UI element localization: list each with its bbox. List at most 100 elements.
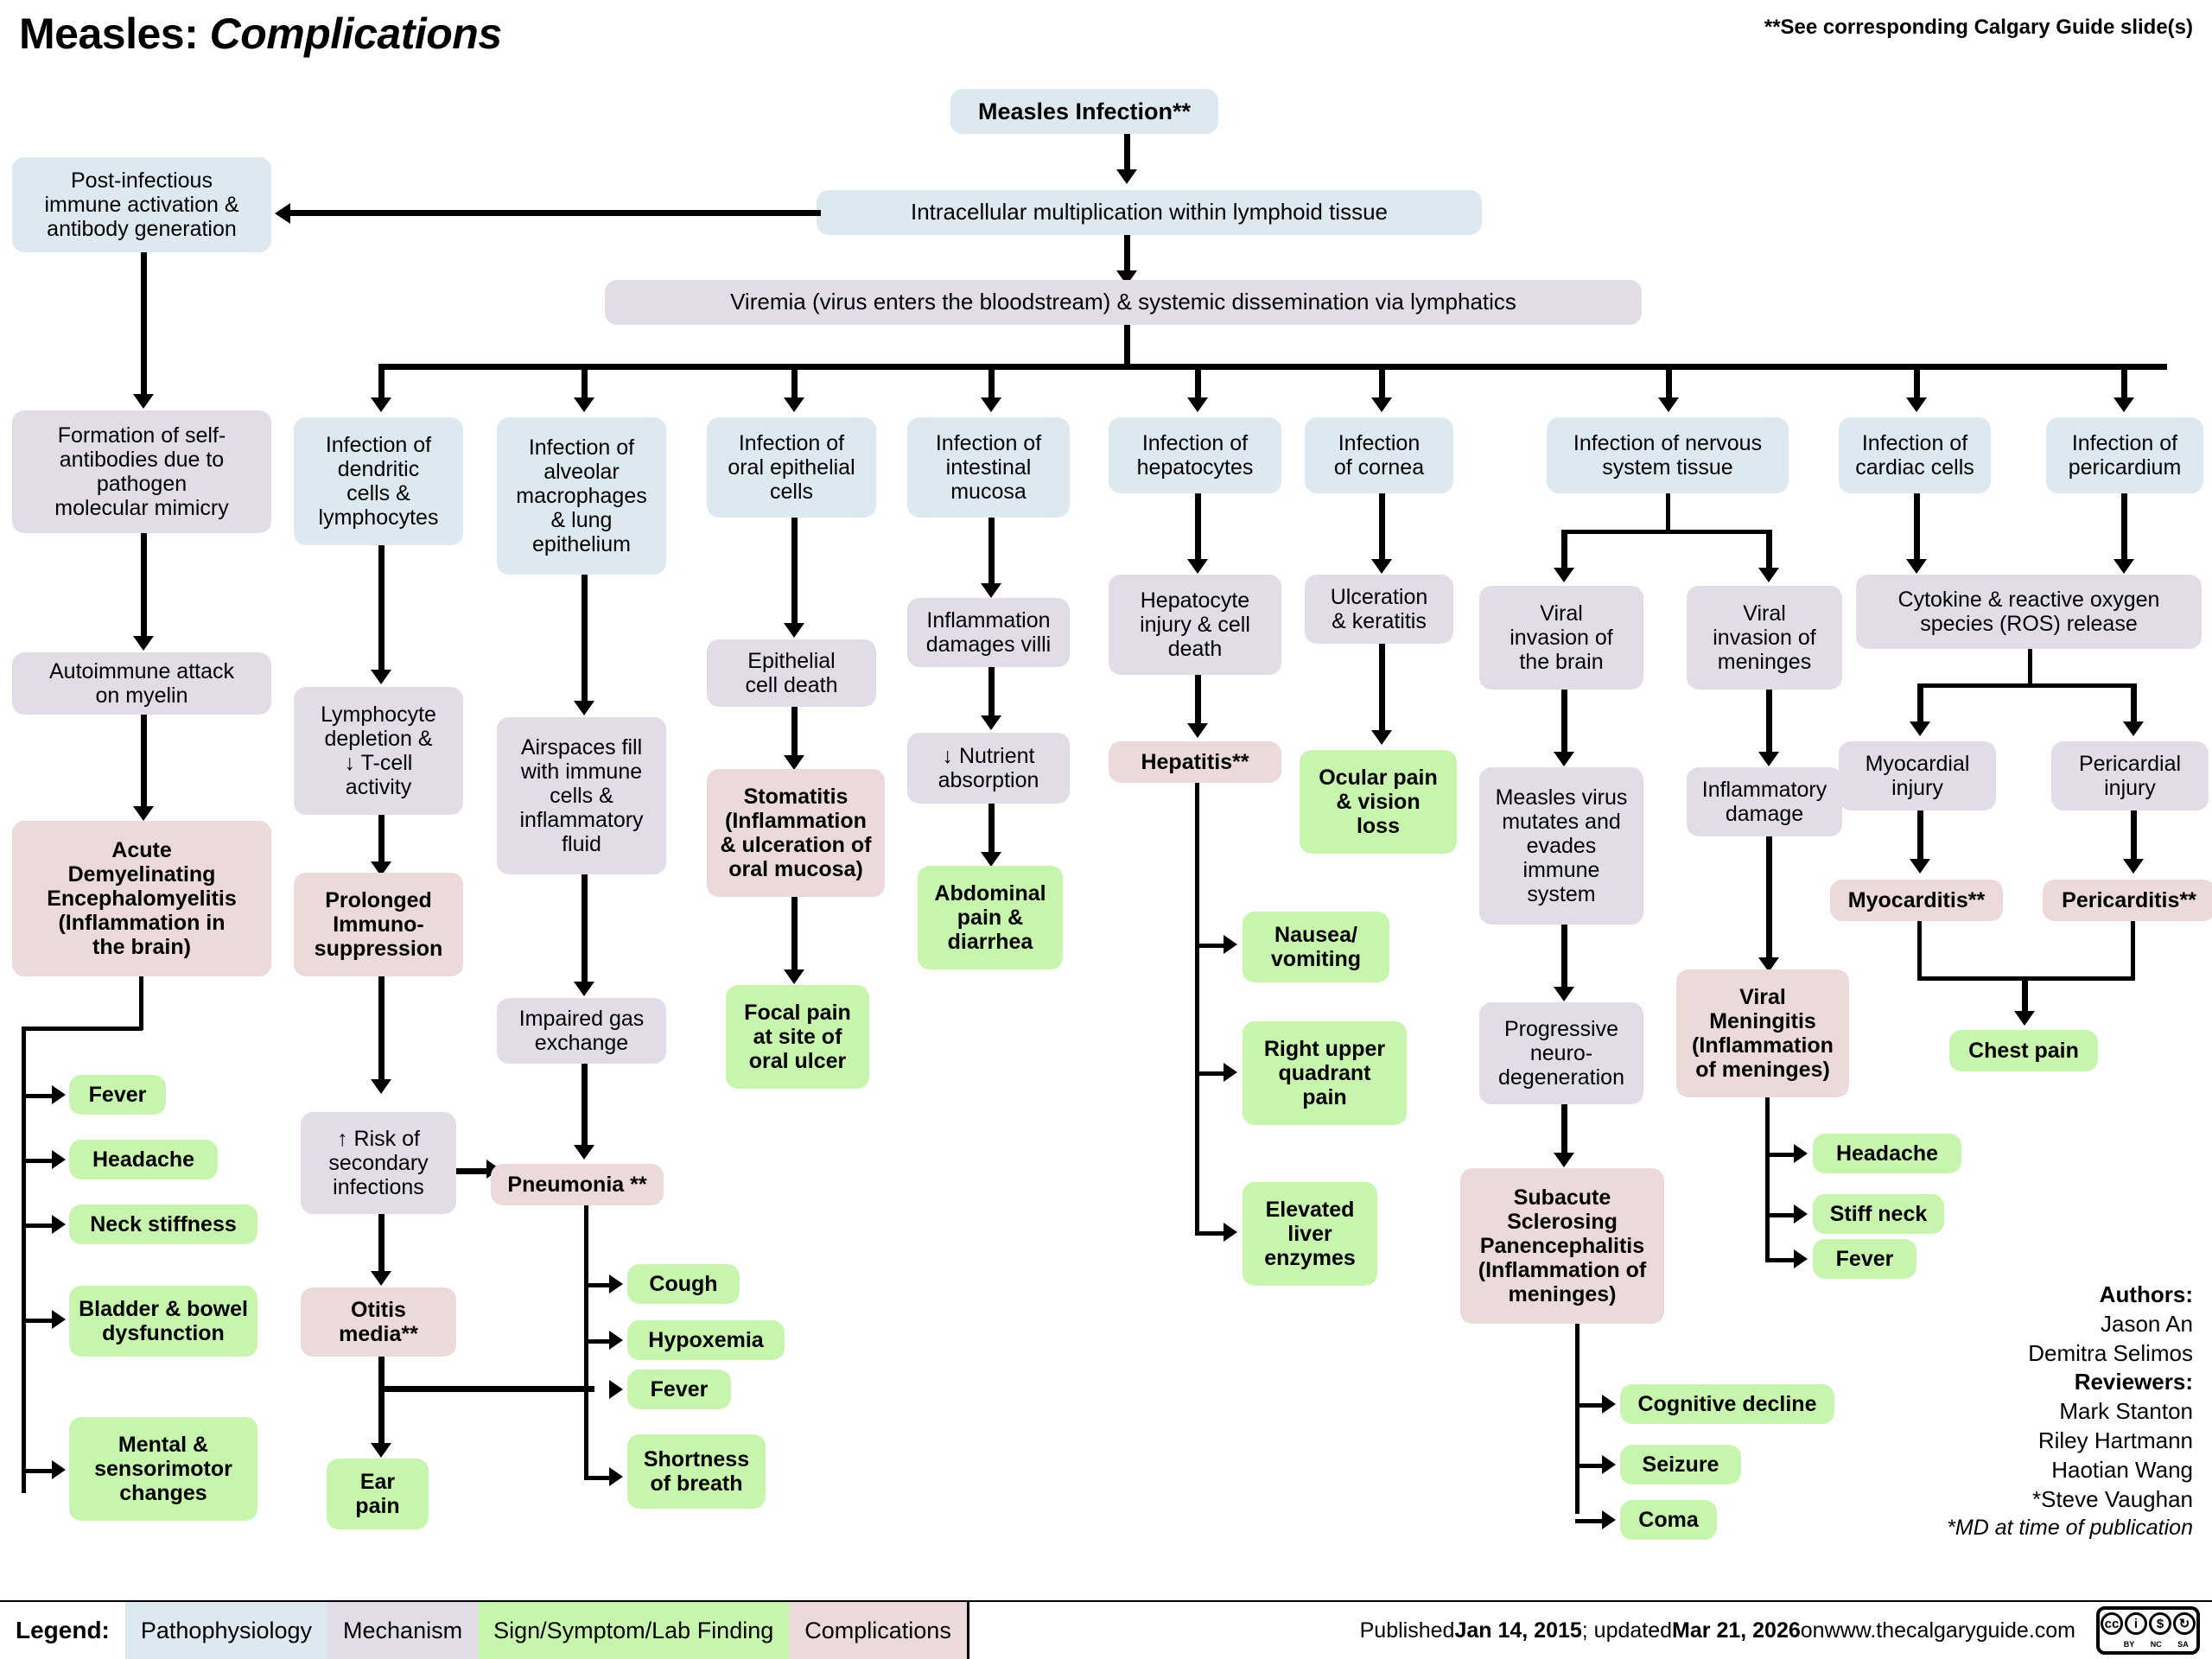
node-shortness-of-breath: Shortness of breath xyxy=(627,1434,766,1509)
author-2: Demitra Selimos xyxy=(2028,1339,2193,1366)
cc-by-label: BY xyxy=(2123,1640,2135,1649)
node-focal-pain-oral-ulcer: Focal pain at site of oral ulcer xyxy=(726,985,869,1089)
updated-prefix: ; updated xyxy=(1581,1618,1673,1643)
node-myocardial-injury: Myocardial injury xyxy=(1839,741,1996,810)
connector-cytokine-to-myocardial xyxy=(1917,683,1923,727)
node-nausea-vomiting: Nausea/ vomiting xyxy=(1243,912,1389,982)
arrowhead-col-nervous xyxy=(1658,397,1679,412)
node-self-antibodies: Formation of self- antibodies due to pat… xyxy=(12,410,271,533)
arrowhead-hypoxemia xyxy=(609,1331,623,1350)
node-seizure: Seizure xyxy=(1620,1445,1741,1484)
node-adem-neck-stiffness: Neck stiffness xyxy=(69,1205,257,1244)
connector-cytokine-stem xyxy=(2028,649,2032,687)
node-infection-cardiac: Infection of cardiac cells xyxy=(1839,417,1991,493)
arrowhead-adem-neck xyxy=(52,1215,66,1234)
reviewer-2: Riley Hartmann xyxy=(2037,1427,2193,1453)
arrowhead-risk-secondary xyxy=(371,1079,391,1094)
connector-airspaces-to-gasexchange xyxy=(582,874,588,987)
node-ruq-pain: Right upper quadrant pain xyxy=(1243,1021,1407,1125)
connector-adem-bladder xyxy=(22,1319,56,1323)
arrowhead-lymph-depletion xyxy=(371,670,391,684)
node-cough: Cough xyxy=(627,1264,740,1304)
node-inflammation-damages-villi: Inflammation damages villi xyxy=(907,598,1070,667)
connector-dendritic-to-lymph xyxy=(378,545,385,675)
arrowhead-col-dendritic xyxy=(371,397,391,412)
reviewer-3: Haotian Wang xyxy=(2051,1456,2193,1483)
published-prefix: Published xyxy=(1359,1618,1455,1643)
node-inflammatory-damage: Inflammatory damage xyxy=(1687,767,1842,836)
node-chest-pain: Chest pain xyxy=(1949,1030,2098,1071)
node-risk-secondary-infections: ↑ Risk of secondary infections xyxy=(301,1112,456,1214)
connector-sspe-seizure xyxy=(1575,1464,1606,1468)
connector-nutrient-to-abdominal xyxy=(988,804,995,857)
connector-otitis-to-fever xyxy=(378,1386,594,1392)
connector-pneumonia-cough xyxy=(584,1283,613,1287)
connector-pneumonia-hypoxemia xyxy=(584,1339,613,1344)
connector-risk-to-pneumonia xyxy=(456,1168,491,1174)
connector-pericardium-to-cytokine xyxy=(2121,493,2127,564)
node-post-infectious: Post-infectious immune activation & anti… xyxy=(12,157,271,252)
reviewer-4: *Steve Vaughan xyxy=(2032,1485,2193,1512)
published-date: Jan 14, 2015 xyxy=(1454,1618,1582,1643)
node-pneumonia-fever: Fever xyxy=(627,1370,731,1409)
node-infection-intestinal: Infection of intestinal mucosa xyxy=(907,417,1070,518)
legend-sign-symptom: Sign/Symptom/Lab Finding xyxy=(478,1602,790,1659)
node-nutrient-absorption: ↓ Nutrient absorption xyxy=(907,733,1070,804)
connector-nervous-to-brain xyxy=(1561,530,1567,573)
arrowhead-immunosuppression xyxy=(371,861,391,876)
node-adem-bladder-bowel: Bladder & bowel dysfunction xyxy=(69,1286,257,1357)
connector-viremia-stem xyxy=(1124,325,1130,366)
node-infection-oral: Infection of oral epithelial cells xyxy=(707,417,876,518)
arrowhead-intracellular xyxy=(1116,169,1137,184)
arrowhead-col-intestinal xyxy=(981,397,1001,412)
arrowhead-airspaces xyxy=(574,701,594,715)
authors-block: Authors: Jason An Demitra Selimos Review… xyxy=(1830,1281,2193,1542)
arrowhead-col-oral xyxy=(784,397,804,412)
node-progressive-neurodegeneration: Progressive neuro- degeneration xyxy=(1479,1002,1643,1104)
legend-pathophysiology: Pathophysiology xyxy=(124,1602,328,1659)
site-url[interactable]: www.thecalgaryguide.com xyxy=(1824,1618,2075,1643)
arrowhead-virus-mutates xyxy=(1554,752,1574,766)
legend-mechanism: Mechanism xyxy=(327,1602,479,1659)
author-1: Jason An xyxy=(2101,1310,2193,1337)
arrowhead-nausea xyxy=(1224,935,1237,954)
connector-bus-drop-alveolar xyxy=(582,364,588,403)
node-impaired-gas-exchange: Impaired gas exchange xyxy=(497,998,666,1064)
node-infection-pericardium: Infection of pericardium xyxy=(2046,417,2203,493)
connector-meningitis-fever xyxy=(1765,1258,1798,1262)
connector-oral-to-epithelial xyxy=(791,518,798,628)
connector-myocardial-to-myocarditis xyxy=(1917,810,1923,864)
connector-ulceration-to-ocular xyxy=(1379,644,1385,735)
connector-measles-to-intracellular xyxy=(1124,134,1130,175)
connector-bus-drop-nervous xyxy=(1666,364,1672,403)
connector-otitis-to-earpain xyxy=(378,1357,385,1448)
page-title: Measles: Complications xyxy=(19,9,502,59)
connector-pericardial-to-pericarditis xyxy=(2131,810,2137,864)
creative-commons-license[interactable]: cc i $ ↻ BY NC SA xyxy=(2096,1602,2212,1659)
arrowhead-inflammatory-damage xyxy=(1758,752,1779,766)
cc-sa-label: SA xyxy=(2177,1640,2189,1649)
connector-pneumonia-sob xyxy=(584,1476,613,1480)
page-title-italic: Complications xyxy=(209,10,502,58)
node-pericardial-injury: Pericardial injury xyxy=(2051,741,2209,810)
connector-bus-drop-intestinal xyxy=(988,364,995,403)
connector-adem-neck xyxy=(22,1224,56,1228)
arrowhead-meningitis-stiffneck xyxy=(1794,1205,1808,1224)
connector-sspe-cognitive xyxy=(1575,1403,1606,1408)
connector-brain-to-mutates xyxy=(1561,690,1567,757)
connector-neurodegen-to-sspe xyxy=(1561,1104,1567,1158)
node-meningitis-stiff-neck: Stiff neck xyxy=(1813,1194,1944,1234)
arrowhead-abdominal xyxy=(981,852,1001,867)
publication-footnote: *MD at time of publication xyxy=(1947,1516,2193,1541)
node-coma: Coma xyxy=(1620,1500,1717,1540)
arrowhead-col-alveolar xyxy=(574,397,594,412)
node-cytokine-ros-release: Cytokine & reactive oxygen species (ROS)… xyxy=(1856,575,2202,649)
node-viremia: Viremia (virus enters the bloodstream) &… xyxy=(605,280,1642,325)
connector-hepatitis-nausea xyxy=(1195,944,1228,948)
arrowhead-col-pericardium xyxy=(2113,397,2134,412)
connector-epithelial-to-stomatitis xyxy=(791,707,798,760)
connector-risk-to-otitis xyxy=(378,1214,385,1276)
node-intracellular-multiplication: Intracellular multiplication within lymp… xyxy=(817,190,1482,235)
connector-gasexchange-to-pneumonia xyxy=(582,1064,588,1150)
updated-date: Mar 21, 2026 xyxy=(1672,1618,1801,1643)
